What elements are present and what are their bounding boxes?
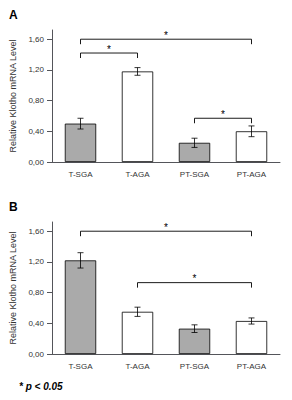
svg-text:0,40: 0,40	[28, 319, 44, 328]
svg-text:1,20: 1,20	[28, 65, 44, 74]
svg-text:1,60: 1,60	[28, 227, 44, 236]
svg-text:PT-SGA: PT-SGA	[180, 362, 210, 371]
svg-text:*: *	[193, 273, 197, 284]
svg-text:*: *	[221, 109, 225, 120]
svg-text:0,80: 0,80	[28, 96, 44, 105]
svg-text:0,00: 0,00	[28, 158, 44, 167]
svg-text:0,00: 0,00	[28, 350, 44, 359]
svg-text:*: *	[164, 30, 168, 41]
svg-text:0,80: 0,80	[28, 288, 44, 297]
svg-text:PT-AGA: PT-AGA	[237, 170, 267, 179]
svg-text:0,40: 0,40	[28, 127, 44, 136]
svg-text:T-AGA: T-AGA	[125, 362, 150, 371]
svg-text:1,60: 1,60	[28, 35, 44, 44]
svg-text:A: A	[9, 8, 18, 22]
svg-text:1,20: 1,20	[28, 257, 44, 266]
svg-text:T-SGA: T-SGA	[68, 170, 93, 179]
svg-text:*: *	[107, 44, 111, 55]
svg-text:Relative Klotho mRNA Level: Relative Klotho mRNA Level	[8, 39, 18, 152]
svg-text:Relative Klotho mRNA Level: Relative Klotho mRNA Level	[8, 231, 18, 344]
svg-text:PT-SGA: PT-SGA	[180, 170, 210, 179]
svg-text:PT-AGA: PT-AGA	[237, 362, 267, 371]
svg-text:*: *	[164, 222, 168, 233]
svg-text:T-AGA: T-AGA	[125, 170, 150, 179]
svg-text:* p < 0.05: * p < 0.05	[19, 381, 63, 392]
svg-text:T-SGA: T-SGA	[68, 362, 93, 371]
svg-text:B: B	[9, 200, 18, 214]
